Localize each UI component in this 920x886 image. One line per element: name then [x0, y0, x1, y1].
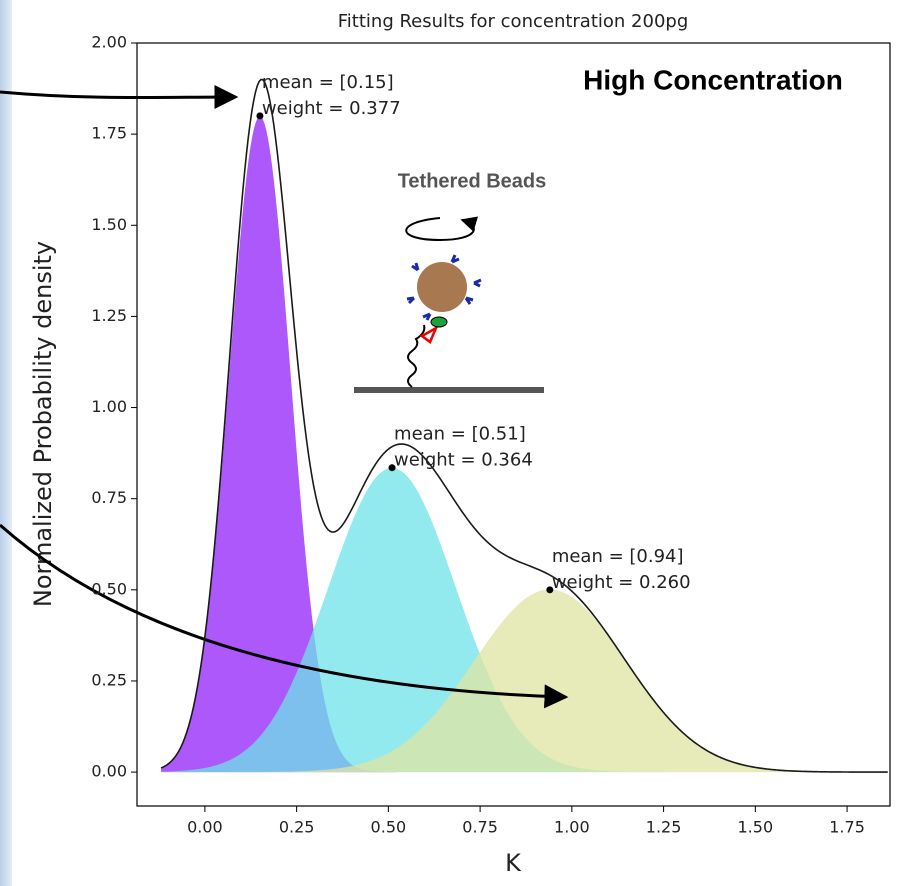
- x-tick-label: 1.50: [738, 818, 774, 837]
- peak-dot: [546, 586, 554, 594]
- x-axis-label: K: [505, 849, 522, 877]
- annotation-mean: mean = [0.94]: [552, 546, 684, 567]
- headline: High Concentration: [583, 64, 843, 95]
- y-tick-label: 0.75: [91, 488, 127, 507]
- x-tick-label: 1.00: [554, 818, 590, 837]
- x-tick-label: 1.75: [829, 818, 865, 837]
- axes-frame: [136, 42, 891, 807]
- x-tick-label: 0.25: [279, 818, 315, 837]
- component-area: [161, 589, 888, 773]
- peak-dot: [388, 464, 396, 472]
- annotation-weight: weight = 0.364: [394, 450, 533, 471]
- y-tick-label: 0.25: [91, 670, 127, 689]
- y-tick-label: 1.50: [91, 215, 127, 234]
- y-tick-label: 0.00: [91, 762, 127, 781]
- bead-illustration: [354, 216, 544, 393]
- component-area: [161, 467, 888, 773]
- y-tick-label: 1.75: [91, 124, 127, 143]
- annotation-weight: weight = 0.260: [552, 572, 691, 593]
- y-tick-label: 1.00: [91, 397, 127, 416]
- pointer-arrow: [0, 523, 569, 709]
- annotation-mean: mean = [0.15]: [262, 72, 394, 93]
- peak-dot: [256, 112, 264, 120]
- mixture-curve: [160, 78, 888, 773]
- x-tick-label: 0.00: [187, 818, 223, 837]
- x-tick-label: 0.75: [462, 818, 498, 837]
- annotation-mean: mean = [0.51]: [394, 424, 526, 445]
- y-tick-label: 0.50: [91, 579, 127, 598]
- slide-edge: [0, 0, 12, 886]
- x-tick-label: 1.25: [646, 818, 682, 837]
- inset-label: Tethered Beads: [398, 170, 547, 192]
- chart-title: Fitting Results for concentration 200pg: [338, 11, 689, 32]
- plot-area: [161, 116, 888, 773]
- x-tick-label: 0.50: [371, 818, 407, 837]
- component-area: [161, 116, 888, 773]
- y-tick-label: 2.00: [91, 33, 127, 52]
- annotation-weight: weight = 0.377: [262, 98, 401, 119]
- pointer-arrow: [0, 85, 239, 110]
- y-tick-label: 1.25: [91, 306, 127, 325]
- y-axis-label: Normalized Probability density: [29, 241, 57, 607]
